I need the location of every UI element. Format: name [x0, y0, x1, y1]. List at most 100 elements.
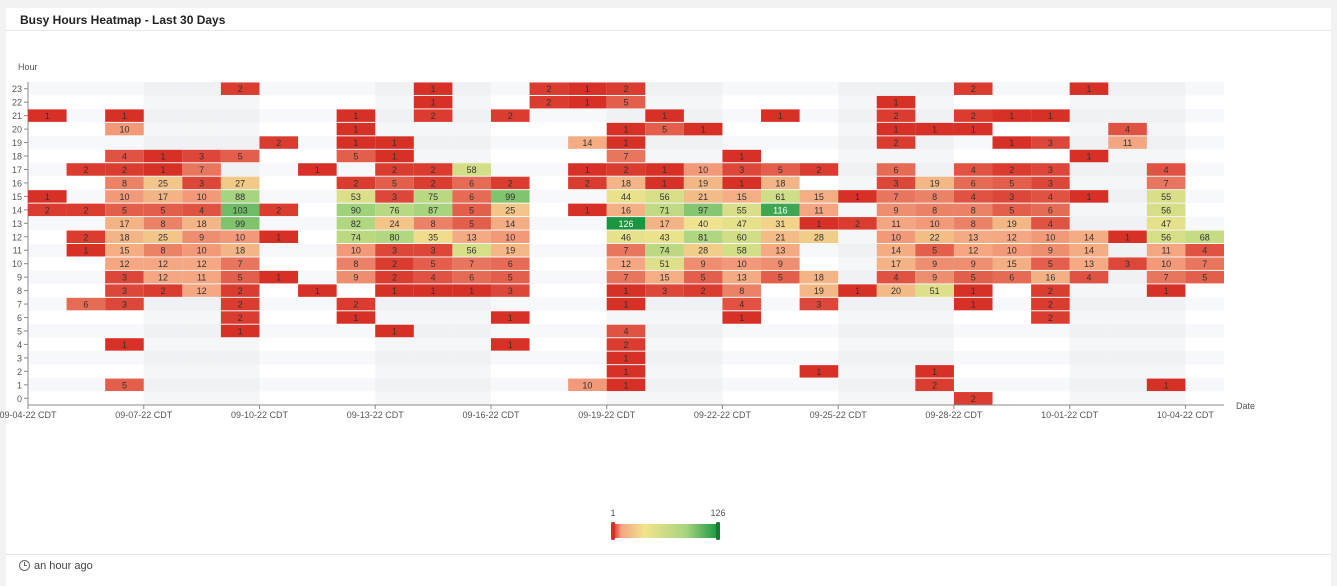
heatmap-cell: [992, 163, 1032, 176]
cell-value-label: 1: [353, 111, 358, 121]
heatmap-cell: [1031, 176, 1070, 190]
cell-value-label: 18: [814, 273, 824, 283]
cell-value-label: 6: [894, 165, 899, 175]
cell-value-label: 1: [778, 111, 783, 121]
heatmap-cell: [220, 190, 260, 203]
cell-value-label: 7: [623, 152, 628, 162]
column-band: [1146, 82, 1186, 405]
heatmap-cell: [722, 149, 762, 163]
cell-value-label: 2: [122, 165, 127, 175]
cell-value-label: 3: [392, 192, 397, 202]
heatmap-cell: [645, 257, 684, 270]
heatmap-cell: [683, 257, 723, 270]
heatmap-cell: [490, 257, 530, 270]
row-band: [28, 108, 1224, 123]
heatmap-cell: [1146, 230, 1186, 243]
cell-value-label: 2: [276, 205, 281, 215]
cell-value-label: 15: [119, 246, 129, 256]
y-tick-label: 7: [17, 300, 22, 310]
heatmap-cell: [143, 149, 183, 163]
heatmap-cell: [722, 284, 762, 297]
cell-value-label: 68: [1200, 232, 1210, 242]
heatmap-cell: [452, 163, 491, 176]
cell-value-label: 12: [197, 286, 207, 296]
heatmap-cell: [1031, 109, 1070, 122]
cell-value-label: 10: [351, 246, 361, 256]
cell-value-label: 2: [161, 286, 166, 296]
heatmap-cell: [683, 203, 723, 217]
heatmap-cell: [336, 190, 376, 203]
cell-value-label: 1: [1086, 192, 1091, 202]
cell-value-label: 10: [582, 380, 592, 390]
heatmap-cell: [375, 217, 414, 230]
heatmap-cell: [298, 284, 337, 297]
heatmap-cell: [1146, 244, 1186, 257]
x-tick-label: 09-28-22 CDT: [925, 410, 983, 420]
heatmap-cell: [838, 284, 877, 297]
cell-value-label: 4: [199, 205, 204, 215]
cell-value-label: 7: [894, 192, 899, 202]
heatmap-cell: [298, 163, 337, 176]
y-tick-label: 6: [17, 313, 22, 323]
cell-value-label: 2: [546, 84, 551, 94]
heatmap-cell: [645, 109, 684, 122]
heatmap-cell: [915, 284, 954, 297]
cell-value-label: 24: [390, 219, 400, 229]
heatmap-cell: [761, 217, 800, 230]
heatmap-cell: [761, 109, 800, 122]
heatmap-cell: [336, 311, 376, 324]
cell-value-label: 3: [1048, 165, 1053, 175]
heatmap-cell: [66, 244, 106, 257]
cell-value-label: 1: [855, 192, 860, 202]
heatmap-cell: [799, 190, 839, 203]
heatmap-cell: [799, 270, 839, 284]
cell-value-label: 5: [122, 380, 127, 390]
column-band: [143, 82, 183, 405]
cell-value-label: 7: [1202, 259, 1207, 269]
heatmap-cell: [490, 109, 530, 122]
cell-value-label: 4: [1164, 165, 1169, 175]
heatmap-cell: [606, 351, 646, 365]
y-tick-label: 13: [12, 219, 22, 229]
heatmap-cell: [490, 338, 530, 351]
heatmap-cell: [915, 230, 954, 243]
cell-value-label: 5: [778, 165, 783, 175]
cell-value-label: 1: [431, 286, 436, 296]
heatmap-cell: [336, 270, 376, 284]
panel-footer: an hour ago: [6, 554, 1331, 586]
heatmap-cell: [761, 230, 800, 243]
cell-value-label: 1: [585, 165, 590, 175]
cell-value-label: 6: [508, 259, 513, 269]
heatmap-cell: [876, 163, 916, 176]
cell-value-label: 5: [701, 273, 706, 283]
cell-value-label: 99: [235, 219, 245, 229]
heatmap-cell: [66, 297, 106, 311]
cell-value-label: 2: [353, 300, 358, 310]
y-tick-label: 11: [13, 246, 22, 256]
heatmap-cell: [1031, 284, 1070, 297]
heatmap-cell: [568, 176, 607, 190]
cell-value-label: 1: [739, 313, 744, 323]
heatmap-cell: [336, 149, 376, 163]
cell-value-label: 2: [701, 286, 706, 296]
cell-value-label: 5: [392, 178, 397, 188]
heatmap-cell: [915, 190, 954, 203]
heatmap-cell: [220, 203, 260, 217]
heatmap-cell: [143, 203, 183, 217]
cell-value-label: 14: [582, 138, 592, 148]
cell-value-label: 1: [508, 313, 513, 323]
cell-value-label: 3: [1048, 178, 1053, 188]
cell-value-label: 1: [894, 125, 899, 135]
cell-value-label: 1: [508, 340, 513, 350]
heatmap-cell: [915, 270, 954, 284]
heatmap-cell: [375, 257, 414, 270]
heatmap-cell: [105, 338, 144, 351]
cell-value-label: 1: [662, 165, 667, 175]
heatmap-cell: [105, 122, 144, 136]
cell-value-label: 8: [431, 219, 436, 229]
heatmap-cell: [220, 244, 260, 257]
heatmap-cell: [28, 190, 67, 203]
heatmap-cell: [645, 176, 684, 190]
cell-value-label: 5: [238, 273, 243, 283]
